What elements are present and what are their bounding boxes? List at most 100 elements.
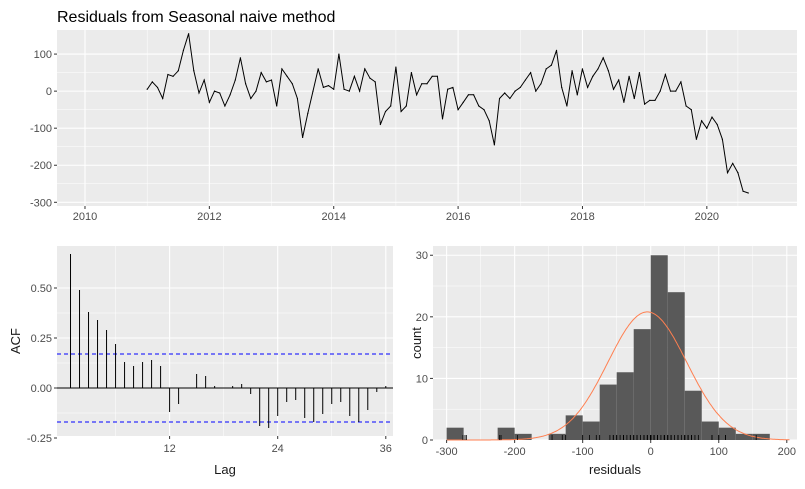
residual-point (555, 49, 558, 51)
residual-point (291, 83, 293, 85)
residual-point (369, 77, 371, 79)
residual-point (571, 70, 573, 72)
residual-point (182, 49, 185, 51)
x-tick-label: 2020 (695, 211, 719, 223)
residual-point (587, 86, 589, 89)
y-tick-label: 30 (416, 250, 428, 262)
y-tick-label: 0.50 (31, 283, 52, 295)
y-tick-label: 20 (416, 312, 428, 324)
residual-point (447, 88, 449, 90)
histogram-bar (667, 292, 685, 440)
figure-title: Residuals from Seasonal naive method (57, 9, 335, 26)
y-tick-label: -300 (30, 197, 52, 209)
residual-point (618, 79, 620, 81)
x-tick-label: 200 (778, 446, 796, 458)
residual-point (530, 72, 532, 74)
residual-point (198, 92, 200, 94)
histogram-bar (497, 427, 515, 440)
residual-point (638, 72, 641, 74)
acf-plot: 12 24 36 0.50 0.25 0.00 -0.25 Lag ACF (8, 246, 393, 477)
residual-point (732, 162, 734, 164)
residual-point (338, 53, 340, 55)
residual-point (467, 94, 470, 96)
y-tick-label: 10 (416, 373, 428, 385)
residual-point (260, 72, 262, 74)
residual-point (628, 75, 630, 77)
x-tick-label: -300 (436, 446, 458, 458)
residual-point (711, 116, 713, 118)
residual-time-series-plot: 2010 2012 2014 2016 2018 2020 100 0 -100 -200 -300 (30, 30, 797, 223)
x-tick-label: 2016 (446, 211, 470, 223)
residual-point (172, 75, 174, 77)
residual-point (229, 94, 231, 96)
residual-point (498, 97, 501, 100)
residual-point (327, 84, 330, 87)
residual-point (659, 90, 661, 92)
histogram-bar (718, 427, 736, 440)
residual-point (452, 86, 454, 89)
residual-point (245, 83, 247, 85)
y-tick-label: 100 (34, 49, 52, 61)
residual-point (623, 101, 625, 103)
residual-point (224, 105, 226, 107)
residual-point (379, 123, 381, 126)
x-tick-label: 2012 (197, 211, 221, 223)
y-tick-label: 0 (422, 435, 428, 447)
residual-point (265, 81, 267, 83)
residual-point (162, 97, 164, 100)
residual-point (514, 90, 516, 92)
residual-point (612, 88, 615, 90)
residual-point (607, 70, 609, 72)
histogram-bar (582, 421, 600, 440)
residual-point (675, 90, 677, 92)
residual-point (597, 68, 599, 70)
residual-point (592, 75, 594, 77)
residual-point (188, 33, 190, 35)
residual-point (602, 57, 604, 59)
residual-point (726, 172, 729, 174)
residual-point (276, 105, 278, 107)
residual-point (695, 138, 698, 140)
residual-point (566, 105, 568, 107)
x-tick-label: 2018 (570, 211, 594, 223)
residual-point (317, 68, 319, 70)
x-axis-title: Lag (214, 462, 236, 477)
residual-point (436, 75, 438, 77)
histogram-bar (446, 427, 464, 440)
x-axis-title: residuals (589, 462, 642, 477)
residual-point (281, 68, 283, 70)
residual-point (509, 97, 511, 100)
residual-point (390, 105, 392, 107)
plot-panel (57, 246, 393, 436)
residual-point (302, 136, 304, 139)
residual-point (701, 120, 703, 122)
residual-point (473, 94, 475, 96)
residual-point (669, 90, 672, 92)
residual-point (239, 57, 242, 59)
histogram-bar (752, 433, 770, 440)
residual-point (644, 103, 646, 105)
residual-point (234, 79, 236, 81)
histogram-bar (633, 329, 651, 440)
residual-point (581, 68, 584, 70)
residual-point (270, 79, 273, 81)
residual-point (431, 75, 433, 77)
residual-point (151, 81, 153, 83)
residual-point (296, 97, 299, 100)
residual-point (405, 105, 407, 107)
residual-point (416, 94, 418, 96)
histogram-bar (548, 433, 566, 440)
histogram-bar (565, 415, 583, 440)
residual-point (716, 123, 718, 126)
residual-point (203, 79, 205, 81)
residual-point (353, 75, 356, 77)
residual-point (426, 83, 428, 85)
x-tick-label: 12 (163, 443, 175, 455)
residual-point (374, 81, 376, 83)
residual-point (478, 105, 480, 107)
residual-point (633, 97, 635, 100)
residual-point (213, 90, 216, 92)
residual-point (250, 97, 252, 100)
y-tick-label: -200 (30, 160, 52, 172)
residual-point (488, 120, 490, 122)
